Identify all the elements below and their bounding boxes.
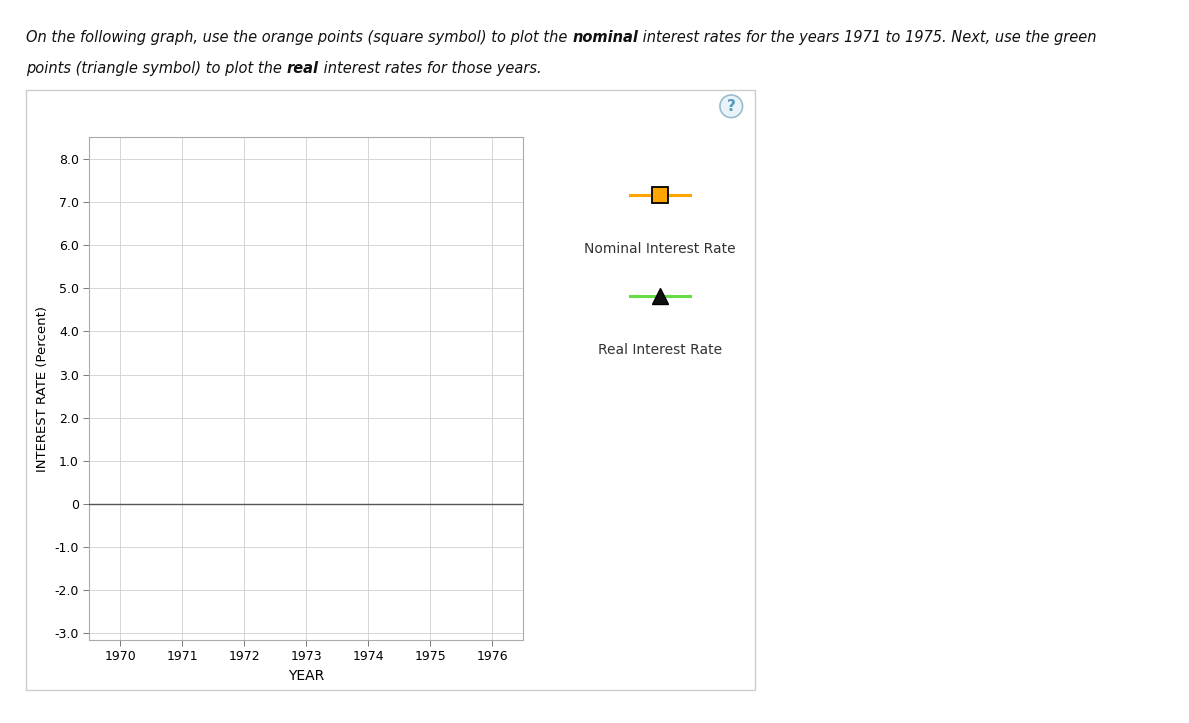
Text: real: real bbox=[287, 61, 319, 77]
Text: points (triangle symbol) to plot the: points (triangle symbol) to plot the bbox=[26, 61, 287, 77]
Text: On the following graph, use the orange points (square symbol) to plot the: On the following graph, use the orange p… bbox=[26, 30, 572, 46]
X-axis label: YEAR: YEAR bbox=[288, 669, 325, 683]
Text: nominal: nominal bbox=[572, 30, 638, 46]
Text: ?: ? bbox=[726, 99, 736, 114]
Text: Nominal Interest Rate: Nominal Interest Rate bbox=[584, 242, 736, 256]
Y-axis label: INTEREST RATE (Percent): INTEREST RATE (Percent) bbox=[36, 306, 49, 471]
Text: Real Interest Rate: Real Interest Rate bbox=[598, 343, 722, 357]
Text: interest rates for the years 1971 to 1975. Next, use the green: interest rates for the years 1971 to 197… bbox=[638, 30, 1096, 46]
Text: interest rates for those years.: interest rates for those years. bbox=[319, 61, 541, 77]
